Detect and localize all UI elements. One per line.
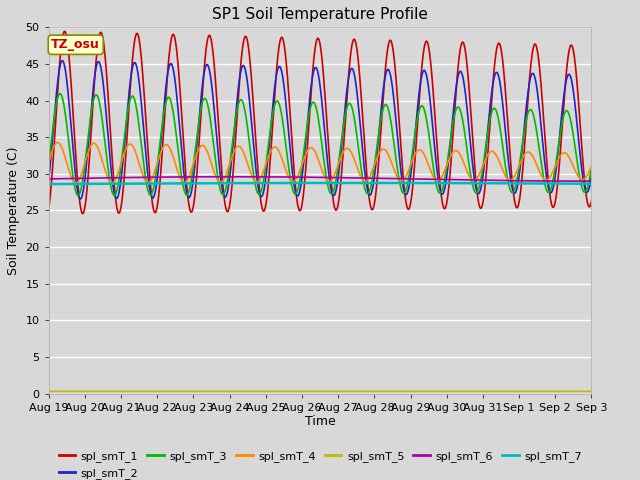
- spl_smT_7: [227, 180, 234, 186]
- spl_smT_3: [476, 182, 484, 188]
- spl_smT_3: [45, 162, 52, 168]
- spl_smT_6: [524, 178, 531, 184]
- spl_smT_6: [404, 176, 412, 182]
- spl_smT_6: [476, 177, 483, 183]
- spl_smT_6: [227, 174, 234, 180]
- spl_smT_3: [588, 165, 595, 170]
- spl_smT_1: [588, 198, 595, 204]
- spl_smT_5: [523, 388, 531, 394]
- spl_smT_4: [153, 162, 161, 168]
- spl_smT_4: [54, 140, 61, 145]
- spl_smT_1: [45, 205, 52, 211]
- spl_smT_7: [524, 180, 531, 186]
- Line: spl_smT_4: spl_smT_4: [49, 143, 591, 183]
- spl_smT_1: [227, 194, 235, 200]
- spl_smT_1: [476, 204, 484, 210]
- Line: spl_smT_6: spl_smT_6: [49, 177, 591, 181]
- Line: spl_smT_2: spl_smT_2: [49, 60, 591, 199]
- spl_smT_2: [588, 173, 595, 179]
- spl_smT_6: [166, 174, 173, 180]
- spl_smT_2: [166, 61, 174, 67]
- spl_smT_4: [524, 149, 532, 155]
- spl_smT_5: [152, 388, 160, 394]
- spl_smT_2: [476, 189, 484, 195]
- spl_smT_4: [72, 180, 79, 186]
- spl_smT_7: [45, 181, 52, 187]
- spl_smT_7: [588, 181, 595, 187]
- X-axis label: Time: Time: [305, 415, 335, 429]
- spl_smT_2: [227, 165, 235, 170]
- spl_smT_7: [404, 180, 412, 186]
- spl_smT_4: [227, 157, 235, 163]
- Line: spl_smT_3: spl_smT_3: [49, 94, 591, 195]
- spl_smT_5: [476, 388, 483, 394]
- spl_smT_1: [405, 206, 413, 212]
- spl_smT_3: [166, 96, 174, 102]
- spl_smT_3: [74, 192, 82, 198]
- spl_smT_7: [166, 180, 173, 186]
- spl_smT_3: [227, 153, 235, 158]
- spl_smT_2: [77, 196, 84, 202]
- spl_smT_7: [346, 180, 354, 186]
- Title: SP1 Soil Temperature Profile: SP1 Soil Temperature Profile: [212, 7, 428, 22]
- spl_smT_1: [61, 28, 68, 34]
- Line: spl_smT_7: spl_smT_7: [49, 183, 591, 184]
- spl_smT_5: [588, 388, 595, 394]
- spl_smT_6: [226, 174, 234, 180]
- spl_smT_4: [405, 167, 413, 172]
- spl_smT_7: [152, 180, 160, 186]
- spl_smT_6: [588, 178, 595, 184]
- spl_smT_3: [405, 174, 413, 180]
- spl_smT_1: [166, 44, 174, 49]
- spl_smT_1: [153, 205, 161, 211]
- spl_smT_1: [79, 211, 86, 216]
- spl_smT_5: [166, 388, 173, 394]
- spl_smT_2: [405, 184, 413, 190]
- spl_smT_3: [524, 111, 532, 117]
- spl_smT_1: [524, 99, 532, 105]
- spl_smT_4: [45, 160, 52, 166]
- spl_smT_7: [476, 180, 483, 186]
- Text: TZ_osu: TZ_osu: [51, 38, 100, 51]
- spl_smT_2: [524, 92, 532, 97]
- Legend: spl_smT_1, spl_smT_2, spl_smT_3, spl_smT_4, spl_smT_5, spl_smT_6, spl_smT_7: spl_smT_1, spl_smT_2, spl_smT_3, spl_smT…: [54, 447, 586, 480]
- spl_smT_4: [588, 164, 595, 169]
- spl_smT_5: [404, 388, 412, 394]
- spl_smT_4: [166, 146, 174, 152]
- spl_smT_3: [153, 165, 161, 170]
- Line: spl_smT_1: spl_smT_1: [49, 31, 591, 214]
- spl_smT_6: [45, 176, 52, 182]
- spl_smT_2: [58, 58, 66, 63]
- spl_smT_2: [45, 177, 52, 183]
- Y-axis label: Soil Temperature (C): Soil Temperature (C): [7, 146, 20, 275]
- spl_smT_4: [476, 170, 484, 176]
- spl_smT_5: [227, 388, 234, 394]
- spl_smT_6: [152, 174, 160, 180]
- spl_smT_5: [45, 388, 52, 394]
- spl_smT_2: [153, 179, 161, 184]
- spl_smT_3: [56, 91, 64, 96]
